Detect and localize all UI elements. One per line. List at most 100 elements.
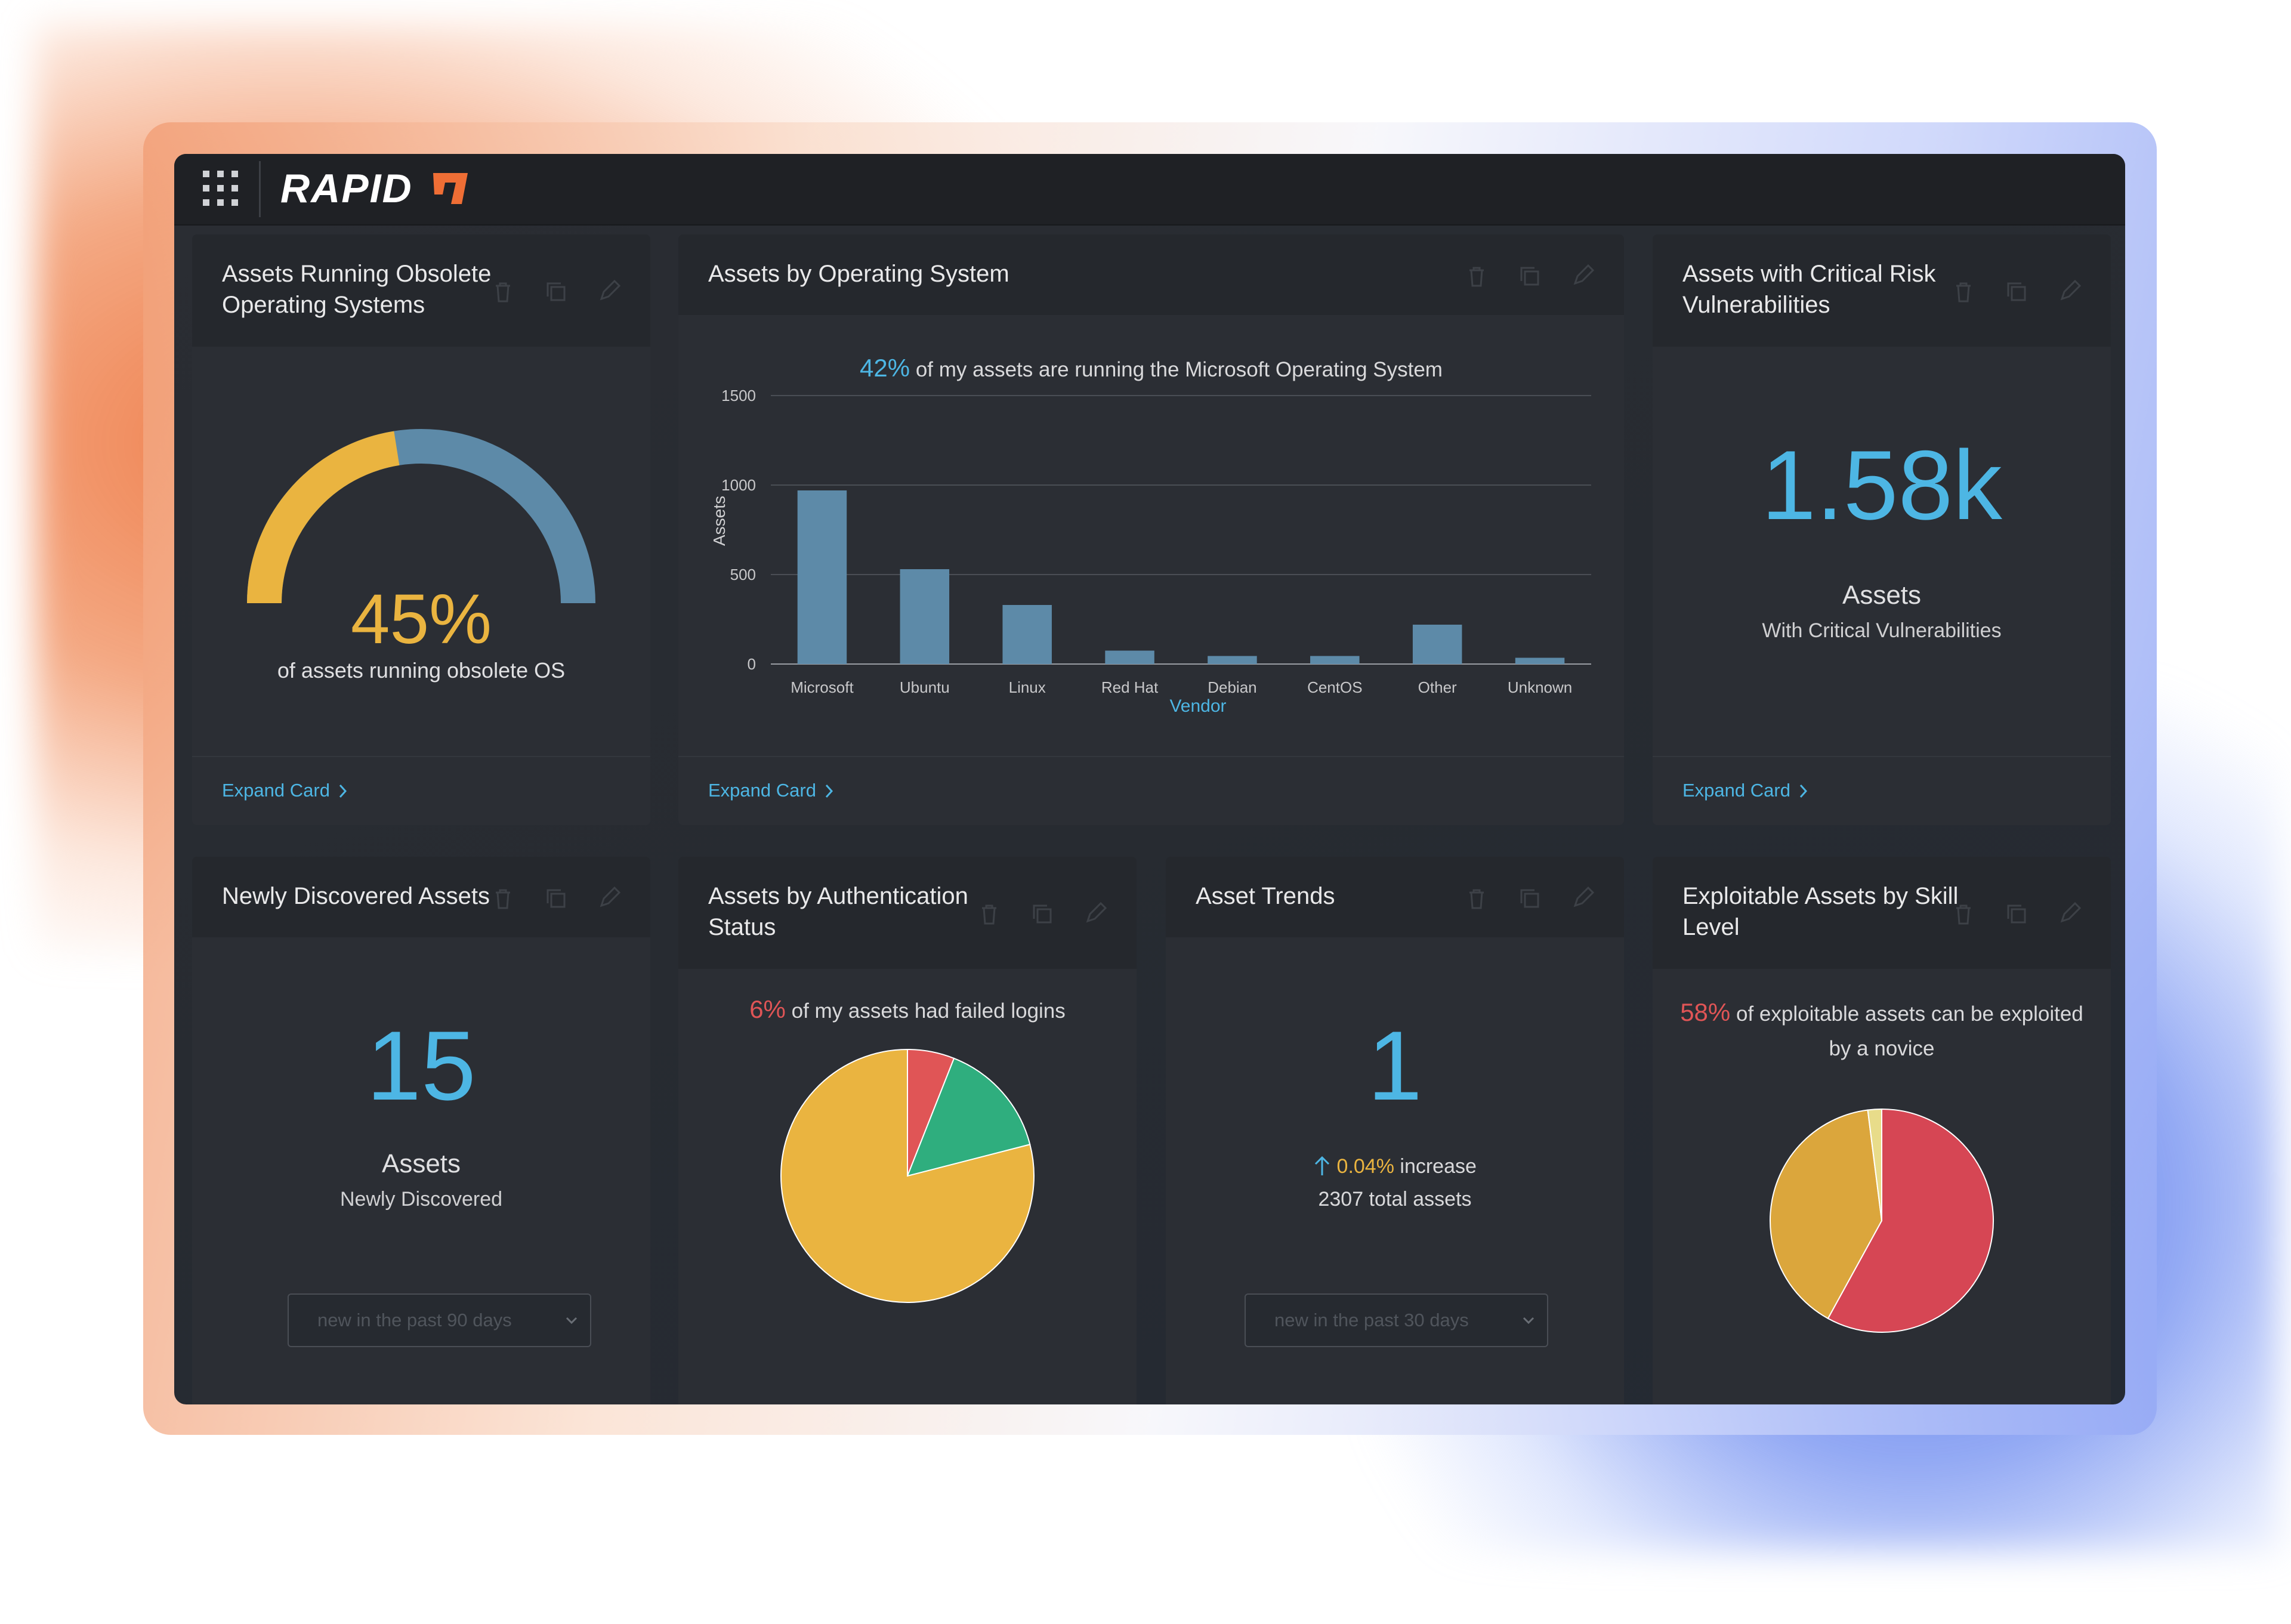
- chevron-down-icon: [1523, 1317, 1534, 1324]
- card-authentication-status: Assets by Authentication Status 6% of my…: [678, 857, 1137, 1404]
- trash-icon[interactable]: [1950, 279, 1977, 305]
- pie-slice[interactable]: [1867, 1108, 1882, 1221]
- chevron-right-icon: [1799, 784, 1807, 798]
- critical-label: Assets: [1842, 581, 1922, 610]
- x-tick-label: CentOS: [1307, 678, 1363, 696]
- x-tick-label: Linux: [1009, 678, 1046, 696]
- newly-sublabel: Newly Discovered: [339, 1188, 503, 1211]
- x-tick-label: Other: [1418, 678, 1457, 696]
- os-bar-chart: 0 500 1000 1500 Microsoft Ubuntu Linux Red Hat D…: [710, 387, 1591, 716]
- card-assets-by-os: Assets by Operating System 42% of my ass…: [678, 234, 1624, 825]
- card-header: Assets with Critical Risk Vulnerabilitie…: [1653, 234, 2111, 347]
- card-critical-vulnerabilities: Assets with Critical Risk Vulnerabilitie…: [1653, 234, 2111, 825]
- edit-icon[interactable]: [1569, 263, 1595, 289]
- expand-card-link[interactable]: Expand Card: [1682, 780, 1809, 801]
- card-header: Exploitable Assets by Skill Level: [1653, 857, 2111, 969]
- bar[interactable]: [797, 490, 847, 664]
- x-axis-label: Vendor: [1169, 696, 1226, 716]
- copy-icon[interactable]: [2003, 901, 2030, 927]
- period-select[interactable]: new in the past 90 days: [288, 1293, 591, 1347]
- card-title: Assets Running Obsolete Operating System…: [222, 258, 491, 320]
- bar[interactable]: [1105, 650, 1154, 665]
- bar[interactable]: [1208, 656, 1257, 665]
- edit-icon[interactable]: [595, 279, 622, 305]
- trends-increase-text: increase: [1400, 1155, 1477, 1178]
- chevron-right-icon: [339, 784, 347, 798]
- auth-summary: 6% of my assets had failed logins: [678, 995, 1137, 1024]
- card-header: Assets by Operating System: [678, 234, 1624, 315]
- bar[interactable]: [1002, 605, 1052, 664]
- pie-slice[interactable]: [780, 1048, 1035, 1303]
- card-header: Asset Trends: [1166, 857, 1624, 937]
- y-tick-label: 0: [748, 655, 756, 673]
- dashboard-app: RAPID Assets Running Obsolete Operating …: [174, 154, 2125, 1404]
- card-header: Newly Discovered Assets: [192, 857, 650, 937]
- top-bar: RAPID: [174, 154, 2125, 226]
- copy-icon[interactable]: [2003, 279, 2030, 305]
- gauge: [247, 429, 595, 604]
- bar[interactable]: [900, 569, 950, 664]
- newly-label: Assets: [381, 1149, 461, 1178]
- copy-icon[interactable]: [1029, 901, 1055, 927]
- card-title: Assets with Critical Risk Vulnerabilitie…: [1682, 258, 1936, 320]
- bar[interactable]: [1310, 656, 1360, 665]
- x-tick-label: Unknown: [1508, 678, 1572, 696]
- card-exploitable-skill: Exploitable Assets by Skill Level 58% of…: [1653, 857, 2111, 1404]
- exploit-summary-line: 58% of exploitable assets can be exploit…: [1653, 995, 2111, 1032]
- card-title: Exploitable Assets by Skill Level: [1682, 881, 1958, 943]
- trash-icon[interactable]: [490, 885, 516, 912]
- y-tick-label: 1500: [721, 387, 756, 405]
- card-title-line: Operating Systems: [222, 292, 425, 318]
- y-axis-label: Assets: [710, 496, 728, 546]
- expand-card-link[interactable]: Expand Card: [708, 780, 835, 801]
- edit-icon[interactable]: [2056, 279, 2082, 305]
- bar[interactable]: [1515, 657, 1565, 665]
- trash-icon[interactable]: [1463, 263, 1490, 289]
- card-title: Assets by Operating System: [708, 261, 1009, 287]
- trash-icon[interactable]: [1463, 885, 1490, 912]
- critical-sublabel: With Critical Vulnerabilities: [1762, 619, 2002, 642]
- auth-summary-text: of my assets had failed logins: [791, 999, 1066, 1023]
- copy-icon[interactable]: [1517, 885, 1543, 912]
- auth-pie-chart: [780, 1048, 1035, 1303]
- gauge-value: 45%: [350, 580, 492, 659]
- pie-slice[interactable]: [1827, 1108, 1994, 1333]
- card-footer: Expand Card: [678, 756, 1624, 825]
- bar[interactable]: [1412, 625, 1462, 664]
- trends-increase-pct: 0.04%: [1336, 1155, 1394, 1178]
- copy-icon[interactable]: [543, 279, 569, 305]
- exploit-pie-chart: [1770, 1108, 1994, 1333]
- edit-icon[interactable]: [595, 885, 622, 912]
- auth-summary-pct: 6%: [749, 995, 786, 1023]
- os-summary-text: of my assets are running the Microsoft O…: [915, 358, 1443, 381]
- pie-slice[interactable]: [1770, 1109, 1883, 1320]
- copy-icon[interactable]: [543, 885, 569, 912]
- gauge-fill: [247, 431, 400, 604]
- expand-card-link[interactable]: Expand Card: [222, 780, 348, 801]
- card-footer: Expand Card: [192, 756, 650, 825]
- edit-icon[interactable]: [1082, 901, 1108, 927]
- period-select[interactable]: new in the past 30 days: [1245, 1293, 1548, 1347]
- edit-icon[interactable]: [1569, 885, 1595, 912]
- x-tick-label: Ubuntu: [900, 678, 950, 696]
- x-tick-label: Microsoft: [791, 678, 854, 696]
- exploit-summary-pct: 58%: [1680, 998, 1731, 1026]
- y-tick-label: 500: [730, 566, 756, 583]
- chevron-right-icon: [825, 784, 833, 798]
- card-header: Assets by Authentication Status: [678, 857, 1137, 969]
- card-actions: [1950, 279, 2082, 305]
- y-tick-label: 1000: [721, 476, 756, 494]
- apps-grid-icon[interactable]: [199, 167, 242, 210]
- pie-slice[interactable]: [906, 1057, 1031, 1177]
- card-title: Newly Discovered Assets: [222, 883, 490, 909]
- card-actions: [1463, 885, 1595, 912]
- period-select-value: new in the past 30 days: [1274, 1310, 1469, 1330]
- trash-icon[interactable]: [490, 279, 516, 305]
- x-tick-label: Debian: [1208, 678, 1256, 696]
- edit-icon[interactable]: [2056, 901, 2082, 927]
- trash-icon[interactable]: [1950, 901, 1977, 927]
- period-select-value: new in the past 90 days: [317, 1310, 512, 1330]
- copy-icon[interactable]: [1517, 263, 1543, 289]
- trash-icon[interactable]: [976, 901, 1002, 927]
- x-tick-label: Red Hat: [1101, 678, 1159, 696]
